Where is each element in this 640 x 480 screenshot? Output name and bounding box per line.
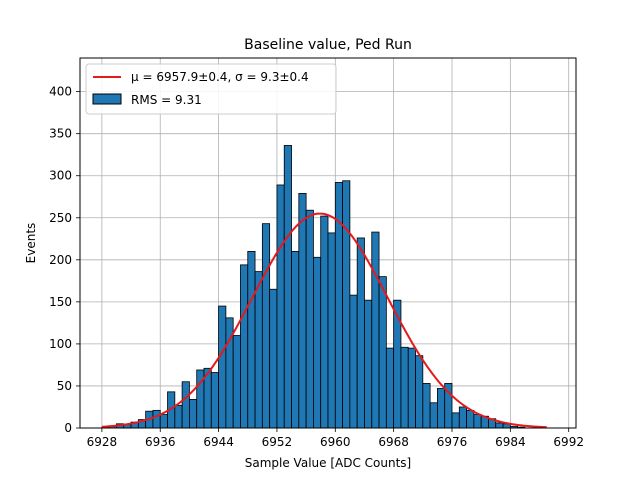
histogram-bar — [261, 223, 271, 429]
x-axis-ticks: 6928 6936 6944 6952 6960 6968 6976 6984 6992 — [87, 428, 584, 449]
histogram-bar — [342, 180, 351, 429]
y-tick-label: 350 — [49, 127, 72, 141]
histogram-bar — [276, 184, 285, 429]
legend-fit-label: μ = 6957.9±0.4, σ = 9.3±0.4 — [131, 70, 309, 84]
y-tick-label: 100 — [49, 337, 72, 351]
x-tick-label: 6936 — [145, 435, 176, 449]
histogram-bar — [437, 388, 446, 429]
y-axis-label: Events — [24, 223, 38, 264]
histogram-bar — [466, 409, 475, 429]
histogram-bar — [189, 399, 198, 429]
histogram-bar — [429, 402, 438, 429]
histogram-bar — [247, 251, 256, 429]
histogram-bar — [291, 251, 300, 429]
y-tick-label: 250 — [49, 211, 72, 225]
histogram-bar — [152, 409, 161, 429]
legend: μ = 6957.9±0.4, σ = 9.3±0.4 RMS = 9.31 — [85, 63, 337, 115]
y-axis-ticks: 0 50 100 150 200 250 300 350 400 — [49, 85, 80, 435]
y-tick-label: 150 — [49, 295, 72, 309]
histogram-bar — [218, 305, 227, 429]
y-tick-label: 300 — [49, 169, 72, 183]
x-tick-label: 6928 — [87, 435, 118, 449]
y-tick-label: 0 — [64, 421, 72, 435]
histogram-bar — [400, 346, 409, 429]
histogram-bar — [269, 288, 278, 429]
histogram-bar — [407, 347, 416, 429]
histogram-bar — [364, 299, 373, 429]
y-tick-label: 400 — [49, 85, 72, 99]
histogram-bar — [327, 232, 336, 429]
histogram-bar — [305, 209, 314, 429]
x-tick-label: 6952 — [262, 435, 293, 449]
gaussian-fit-line — [101, 212, 547, 429]
histogram-bar — [240, 264, 249, 429]
chart-title: Baseline value, Ped Run — [244, 37, 412, 53]
y-tick-label: 200 — [49, 253, 72, 267]
x-tick-label: 6944 — [203, 435, 234, 449]
histogram-bar — [283, 145, 292, 429]
x-tick-label: 6968 — [378, 435, 409, 449]
histogram-bar — [174, 404, 183, 429]
legend-hist-swatch — [92, 93, 122, 105]
x-tick-label: 6960 — [320, 435, 351, 449]
histogram-bar — [320, 215, 329, 429]
histogram-bar — [254, 271, 263, 429]
x-tick-label: 6976 — [437, 435, 468, 449]
histogram-bar — [422, 383, 431, 429]
histogram-bar — [210, 372, 219, 429]
histogram-bar — [495, 422, 504, 429]
x-axis-label: Sample Value [ADC Counts] — [245, 456, 411, 470]
histogram-bar — [356, 237, 365, 429]
histogram-bar — [415, 355, 424, 429]
histogram-bar — [181, 381, 190, 429]
plot-frame — [79, 57, 577, 429]
y-tick-label: 50 — [57, 379, 72, 393]
histogram-bar — [298, 192, 307, 429]
x-tick-label: 6992 — [553, 435, 584, 449]
histogram-bar — [313, 256, 322, 429]
legend-box — [85, 63, 337, 115]
histogram-bar — [159, 414, 168, 429]
histogram-bar — [371, 231, 380, 429]
histogram-bar — [232, 335, 241, 429]
legend-hist-label: RMS = 9.31 — [131, 93, 202, 107]
histogram-bar — [451, 412, 460, 429]
histogram-bar — [378, 276, 387, 429]
x-tick-label: 6984 — [495, 435, 526, 449]
histogram-bar — [458, 406, 467, 429]
histogram-bar — [473, 414, 482, 429]
histogram-bar — [385, 347, 395, 429]
histogram-bar — [349, 294, 358, 429]
